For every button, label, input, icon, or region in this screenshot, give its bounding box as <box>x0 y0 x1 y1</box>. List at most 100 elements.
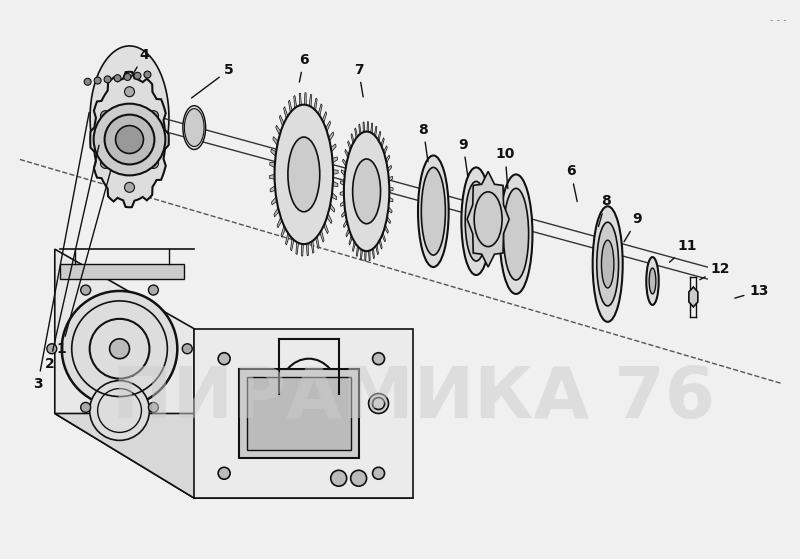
Ellipse shape <box>649 268 656 294</box>
Ellipse shape <box>422 168 446 255</box>
Polygon shape <box>370 123 373 134</box>
Polygon shape <box>274 207 279 217</box>
Text: 7: 7 <box>354 63 363 97</box>
Polygon shape <box>358 124 361 135</box>
Polygon shape <box>279 115 284 126</box>
Polygon shape <box>343 220 347 228</box>
Polygon shape <box>331 193 337 200</box>
Polygon shape <box>386 155 390 163</box>
Polygon shape <box>349 235 352 245</box>
Polygon shape <box>348 141 351 150</box>
Text: 5: 5 <box>191 63 234 98</box>
Polygon shape <box>354 128 358 138</box>
Polygon shape <box>54 414 414 498</box>
Polygon shape <box>374 126 377 136</box>
Polygon shape <box>314 98 317 111</box>
Ellipse shape <box>602 240 614 288</box>
Circle shape <box>149 402 158 413</box>
Circle shape <box>81 402 90 413</box>
Circle shape <box>104 76 111 83</box>
Circle shape <box>134 72 141 79</box>
Polygon shape <box>378 131 381 141</box>
Polygon shape <box>270 186 275 192</box>
Text: - - -: - - - <box>770 15 787 25</box>
Polygon shape <box>90 72 169 207</box>
Polygon shape <box>345 149 349 158</box>
Polygon shape <box>333 181 338 187</box>
Polygon shape <box>194 329 414 498</box>
Text: 2: 2 <box>45 145 99 371</box>
Polygon shape <box>340 181 344 186</box>
Polygon shape <box>383 146 387 155</box>
Polygon shape <box>281 226 286 237</box>
Circle shape <box>149 158 158 168</box>
Polygon shape <box>270 162 275 168</box>
Polygon shape <box>306 243 309 255</box>
Text: 9: 9 <box>458 138 468 177</box>
Circle shape <box>149 285 158 295</box>
Circle shape <box>125 87 134 97</box>
Polygon shape <box>284 107 288 119</box>
Polygon shape <box>299 93 302 106</box>
Text: 8: 8 <box>598 195 610 226</box>
Polygon shape <box>326 121 330 131</box>
Ellipse shape <box>185 108 204 146</box>
Circle shape <box>369 394 389 414</box>
Text: 1: 1 <box>57 170 111 356</box>
Ellipse shape <box>186 113 202 143</box>
Circle shape <box>350 470 366 486</box>
Ellipse shape <box>503 188 529 280</box>
Polygon shape <box>286 233 290 245</box>
Polygon shape <box>689 287 698 307</box>
Text: 13: 13 <box>735 284 769 298</box>
Polygon shape <box>376 244 378 255</box>
Circle shape <box>94 103 166 176</box>
Circle shape <box>373 353 385 364</box>
Text: 10: 10 <box>495 148 514 188</box>
Polygon shape <box>385 225 388 233</box>
Circle shape <box>47 344 57 354</box>
Ellipse shape <box>274 105 333 244</box>
Ellipse shape <box>646 257 658 305</box>
Polygon shape <box>311 241 314 253</box>
Ellipse shape <box>353 159 381 224</box>
Polygon shape <box>289 100 292 112</box>
Polygon shape <box>290 238 294 251</box>
Polygon shape <box>381 138 384 148</box>
Polygon shape <box>351 134 354 144</box>
Polygon shape <box>90 46 169 190</box>
Polygon shape <box>386 216 390 224</box>
Ellipse shape <box>418 155 449 267</box>
Text: 12: 12 <box>700 262 730 280</box>
Text: 8: 8 <box>418 122 428 162</box>
Circle shape <box>144 71 151 78</box>
Polygon shape <box>302 244 303 256</box>
Ellipse shape <box>593 206 622 322</box>
Circle shape <box>115 126 143 154</box>
Circle shape <box>62 291 178 406</box>
Circle shape <box>101 111 110 121</box>
Polygon shape <box>340 191 344 195</box>
Polygon shape <box>353 241 355 252</box>
Circle shape <box>218 467 230 479</box>
Polygon shape <box>296 242 298 254</box>
Polygon shape <box>379 239 382 249</box>
Polygon shape <box>309 94 312 107</box>
Polygon shape <box>271 197 277 205</box>
Text: 3: 3 <box>33 112 89 391</box>
Polygon shape <box>356 246 359 257</box>
Ellipse shape <box>183 106 206 149</box>
Polygon shape <box>277 217 282 228</box>
Circle shape <box>124 73 131 80</box>
Polygon shape <box>330 203 335 212</box>
Circle shape <box>114 75 121 82</box>
Circle shape <box>101 158 110 168</box>
Ellipse shape <box>499 174 533 294</box>
Polygon shape <box>341 201 345 206</box>
Polygon shape <box>389 197 393 202</box>
Polygon shape <box>342 159 346 167</box>
Ellipse shape <box>189 117 200 139</box>
Polygon shape <box>304 93 306 105</box>
Polygon shape <box>346 228 350 237</box>
Polygon shape <box>365 251 366 261</box>
